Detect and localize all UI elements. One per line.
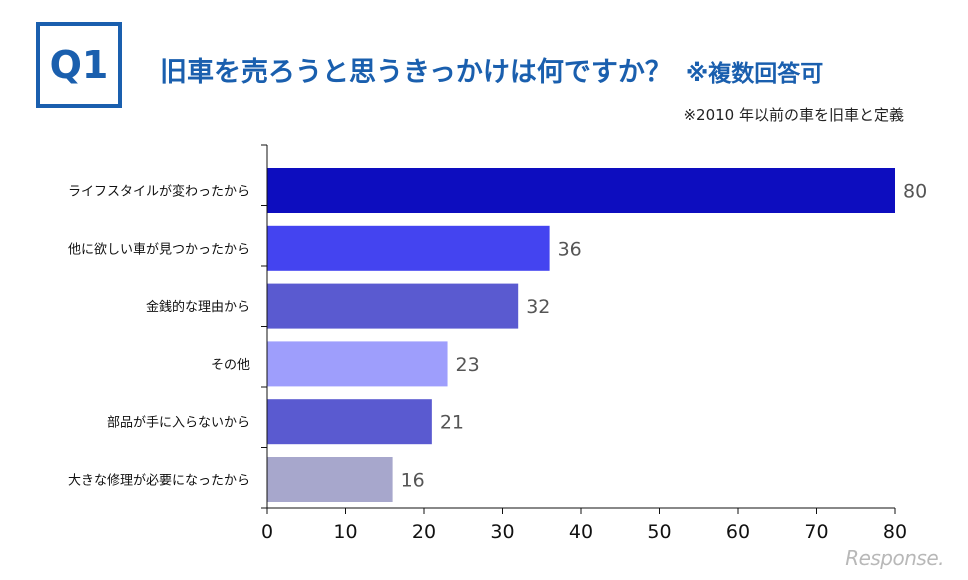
bar-3 — [267, 283, 519, 329]
category-label-2: 他に欲しい車が見つかったから — [68, 241, 250, 257]
chart-subnote: ※2010 年以前の車を旧車と定義 — [683, 106, 904, 124]
category-label-5: 部品が手に入らないから — [107, 416, 250, 431]
value-label-6: 16 — [401, 470, 425, 492]
chart-title-text: 旧車を売ろうと思うきっかけは何ですか？ — [160, 57, 672, 88]
x-tick-label-80: 80 — [883, 521, 907, 543]
chart-title: 旧車を売ろうと思うきっかけは何ですか？ ※複数回答可 — [160, 50, 823, 89]
axis-layer: 0 10 20 30 40 50 60 70 80 — [261, 144, 907, 543]
category-label-4: その他 — [211, 358, 250, 373]
bar-4 — [267, 341, 448, 387]
bar-2 — [267, 225, 550, 271]
bar-6 — [267, 457, 393, 502]
value-label-3: 32 — [526, 296, 550, 318]
labels-layer: ライフスタイルが変わったから 80 他に欲しい車が見つかったから 36 金銭的な理由から… — [68, 181, 927, 492]
x-tick-label-30: 30 — [490, 521, 514, 543]
x-tick-label-20: 20 — [412, 521, 436, 543]
x-tick-label-40: 40 — [569, 521, 593, 543]
value-label-2: 36 — [558, 238, 582, 260]
value-label-4: 23 — [456, 354, 480, 376]
question-badge: Q1 — [36, 22, 122, 108]
x-tick-label-10: 10 — [333, 521, 357, 543]
bar-5 — [267, 399, 432, 445]
bar-1 — [267, 168, 895, 213]
x-tick-label-70: 70 — [804, 521, 828, 543]
chart-title-note: ※複数回答可 — [685, 61, 824, 87]
bars-layer — [267, 168, 895, 502]
category-label-1: ライフスタイルが変わったから — [68, 184, 250, 200]
category-label-3: 金銭的な理由から — [146, 299, 250, 315]
x-tick-label-50: 50 — [647, 521, 671, 543]
x-tick-label-0: 0 — [261, 521, 273, 543]
question-badge-label: Q1 — [49, 43, 109, 87]
value-label-1: 80 — [903, 181, 927, 203]
value-label-5: 21 — [440, 412, 464, 434]
x-tick-label-60: 60 — [726, 521, 750, 543]
category-label-6: 大きな修理が必要になったから — [68, 474, 250, 489]
response-watermark: Response. — [845, 546, 944, 570]
